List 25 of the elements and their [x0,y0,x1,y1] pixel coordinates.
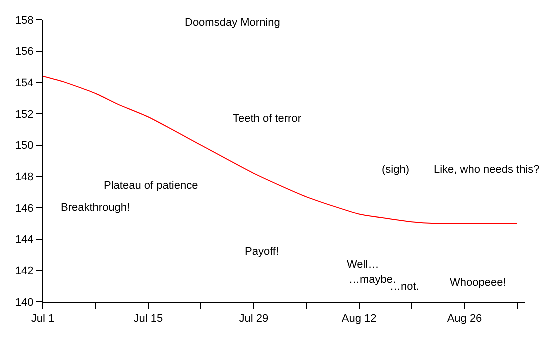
y-tick-label: 140 [15,296,34,309]
y-tick-label: 142 [15,266,34,278]
y-tick-label: 152 [15,108,34,121]
x-tick-label: Aug 12 [342,313,377,326]
annotation: Well… [347,259,380,271]
y-tick-label: 156 [15,46,34,58]
y-tick-label: 150 [15,140,34,152]
y-tick-label: 154 [15,78,34,90]
annotation: Breakthrough! [61,202,130,214]
annotation: Payoff! [245,246,280,258]
x-tick-label: Jul 29 [239,313,269,326]
y-tick-label: 146 [15,202,34,215]
annotation: (sigh) [382,164,410,176]
annotation: Whoopeee! [450,277,506,289]
x-tick-label: Aug 26 [447,313,482,326]
y-tick-label: 144 [15,234,34,246]
annotation: Doomsday Morning [185,17,280,29]
line-series [43,76,518,224]
y-tick-label: 148 [15,172,34,184]
x-tick-label: Jul 15 [134,313,164,326]
y-tick-label: 158 [15,14,34,27]
annotation: Like, who needs this? [434,164,540,176]
x-tick-label: Jul 1 [31,313,55,326]
annotation: Teeth of terror [233,113,302,125]
annotation: Plateau of patience [104,180,198,192]
